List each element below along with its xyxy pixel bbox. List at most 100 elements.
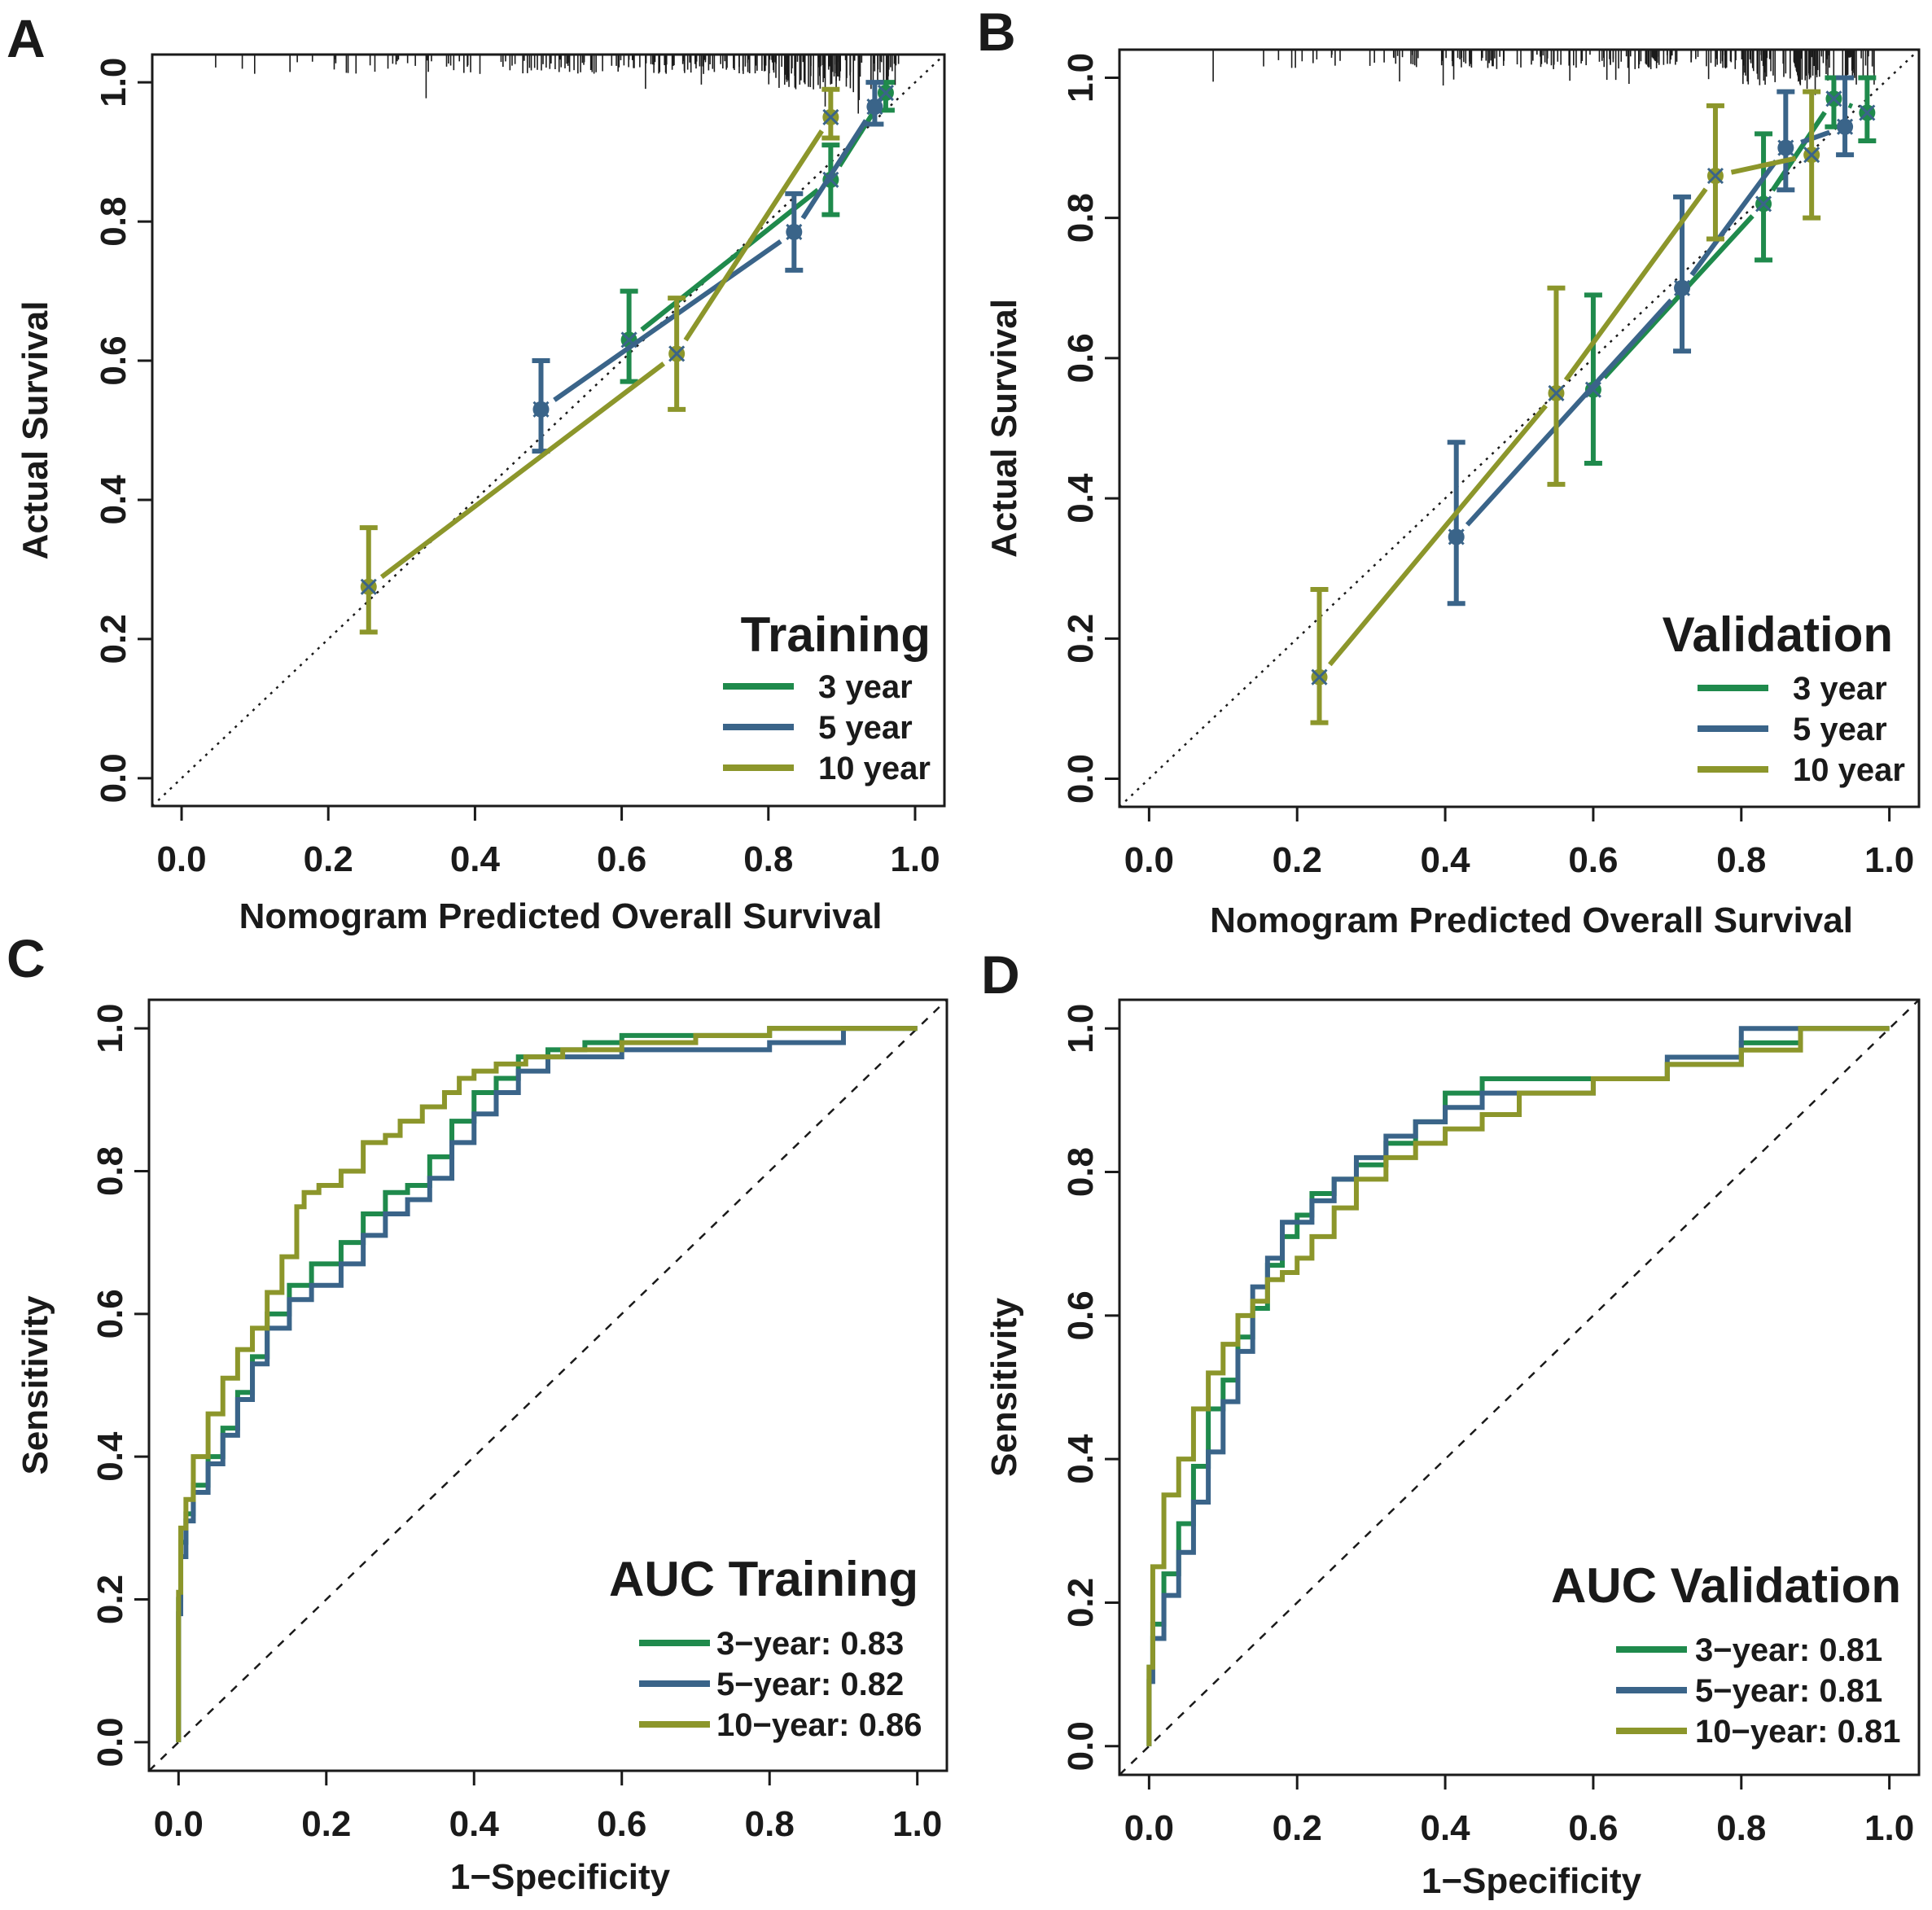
legend-title: Validation	[1663, 607, 1893, 662]
calibration-segment	[1770, 111, 1827, 192]
x-tick-label: 1.0	[892, 1804, 942, 1844]
y-tick-label: 1.0	[94, 58, 134, 107]
y-tick-label: 0.4	[90, 1431, 130, 1482]
series-3	[1146, 1026, 1890, 1746]
x-tick-label: 0.0	[1124, 840, 1174, 880]
x-tick-label: 1.0	[890, 839, 940, 879]
y-tick-label: 0.2	[94, 614, 134, 664]
ideal-marker	[1777, 139, 1794, 156]
x-tick-label: 1.0	[1864, 840, 1914, 880]
calibration-segment	[683, 129, 824, 342]
x-tick-label: 0.2	[1273, 1808, 1322, 1848]
calibration-segment	[1689, 159, 1778, 277]
ideal-marker	[877, 84, 894, 102]
y-tick-label: 0.8	[1061, 193, 1101, 243]
x-tick-label: 0.4	[1420, 840, 1470, 880]
y-tick-label: 0.8	[94, 197, 134, 247]
ideal-marker	[1311, 668, 1328, 686]
x-tick-label: 0.4	[449, 1804, 500, 1844]
panel-A: A0.0 0.2 0.4 0.6 0.8 1.00.00.20.40.60.81.0Nom…	[7, 8, 946, 936]
y-tick-label: 0.0	[94, 753, 134, 803]
legend: Training 3 year 5 year 10 year	[723, 607, 931, 786]
panel-D: D 0.0 0.2 0.4 0.6 0.8 1.0 0.0 0.2 0.4 0.6 0.8 1.0 1−S…	[981, 944, 1921, 1901]
y-tick-label: 0.4	[1061, 1434, 1101, 1484]
reference-diagonal	[148, 999, 948, 1772]
series-2	[532, 80, 884, 454]
legend-entry-label: 10−year: 0.81	[1695, 1714, 1900, 1750]
calibration-segment	[1465, 298, 1673, 527]
y-axis-title: Actual Survival	[984, 299, 1024, 558]
calibration-segment	[1563, 187, 1708, 382]
y-tick-label: 0.8	[90, 1146, 130, 1196]
legend-entry-label: 5 year	[818, 710, 913, 746]
x-tick-label: 0.8	[743, 839, 793, 879]
series-3	[359, 86, 840, 635]
panel-letter: D	[981, 944, 1020, 1005]
legend-entry-label: 3−year: 0.81	[1695, 1632, 1882, 1668]
x-tick-label: 0.6	[597, 1804, 646, 1844]
legend-title: AUC Training	[609, 1552, 918, 1606]
series-1	[620, 80, 895, 384]
legend: Validation 3 year 5 year 10 year	[1663, 607, 1905, 788]
panel-letter: B	[977, 2, 1016, 62]
calibration-segment	[640, 187, 820, 332]
x-axis-title: Nomogram Predicted Overall Survival	[239, 896, 883, 936]
series-3	[176, 1026, 918, 1742]
calibration-segment	[1328, 404, 1548, 667]
panel-letter: A	[7, 8, 46, 68]
legend: AUC Validation 3−year: 0.81 5−year: 0.81 10…	[1551, 1558, 1901, 1750]
y-tick-label: 0.6	[90, 1289, 130, 1338]
calibration-segment	[1602, 214, 1755, 379]
legend-title: Training	[741, 607, 931, 662]
y-axis-title: Actual Survival	[15, 301, 55, 560]
x-tick-label: 0.6	[1568, 1808, 1618, 1848]
x-axis-title: 1−Specificity	[1422, 1861, 1642, 1901]
panel-letter: C	[7, 928, 46, 988]
x-tick-label: 0.2	[1273, 840, 1322, 880]
calibration-segment	[553, 239, 782, 402]
legend-entry-label: 10 year	[1793, 752, 1905, 788]
reference-diagonal	[1119, 999, 1920, 1776]
plot-frame	[147, 998, 948, 1772]
series-1	[1146, 1026, 1890, 1746]
series-2	[176, 1026, 918, 1742]
ideal-marker	[1825, 90, 1842, 107]
y-tick-label: 0.2	[1061, 614, 1101, 664]
ideal-marker	[1673, 279, 1691, 296]
calibration-segment	[1847, 103, 1854, 109]
y-tick-label: 1.0	[1061, 1004, 1101, 1054]
ideal-marker	[1548, 384, 1565, 402]
legend: AUC Training 3−year: 0.83 5−year: 0.82 10−y…	[609, 1552, 922, 1743]
ideal-marker	[786, 223, 803, 240]
series-1	[1584, 75, 1877, 467]
plot-frame	[1118, 48, 1921, 808]
y-tick-label: 0.8	[1061, 1147, 1101, 1197]
x-tick-label: 0.8	[745, 1804, 795, 1844]
y-axis-title: Sensitivity	[984, 1297, 1024, 1477]
legend-entry-label: 3 year	[1793, 671, 1887, 707]
y-tick-label: 0.2	[1061, 1578, 1101, 1627]
legend-entry-label: 5−year: 0.82	[716, 1667, 904, 1702]
legend-entry-label: 5 year	[1793, 712, 1887, 747]
panel-B: B 0.0 0.2 0.4 0.6 0.8 1.0 0.0 0.2 0.4 0.6 0.8 1.0 Nom…	[977, 2, 1921, 940]
x-tick-label: 1.0	[1864, 1808, 1914, 1848]
x-tick-label: 0.8	[1716, 1808, 1766, 1848]
calibration-segment	[1800, 129, 1831, 145]
x-tick-label: 0.0	[154, 1804, 204, 1844]
x-axis-title: Nomogram Predicted Overall Survival	[1210, 900, 1853, 940]
ideal-marker	[360, 578, 377, 595]
legend-entry-label: 10 year	[818, 751, 931, 786]
roc-curve	[1146, 1026, 1890, 1746]
x-tick-label: 0.4	[1420, 1808, 1470, 1848]
plot-frame	[151, 53, 946, 808]
y-tick-label: 0.4	[1061, 473, 1101, 523]
rug-marks	[215, 55, 900, 114]
legend-entry-label: 3−year: 0.83	[716, 1626, 904, 1662]
calibration-segment	[379, 361, 666, 580]
legend-title: AUC Validation	[1551, 1558, 1901, 1613]
ideal-marker	[1803, 147, 1820, 164]
reference-diagonal	[151, 54, 945, 807]
y-tick-label: 0.4	[94, 475, 134, 525]
ideal-marker	[1837, 118, 1854, 135]
x-tick-label: 0.6	[597, 839, 646, 879]
